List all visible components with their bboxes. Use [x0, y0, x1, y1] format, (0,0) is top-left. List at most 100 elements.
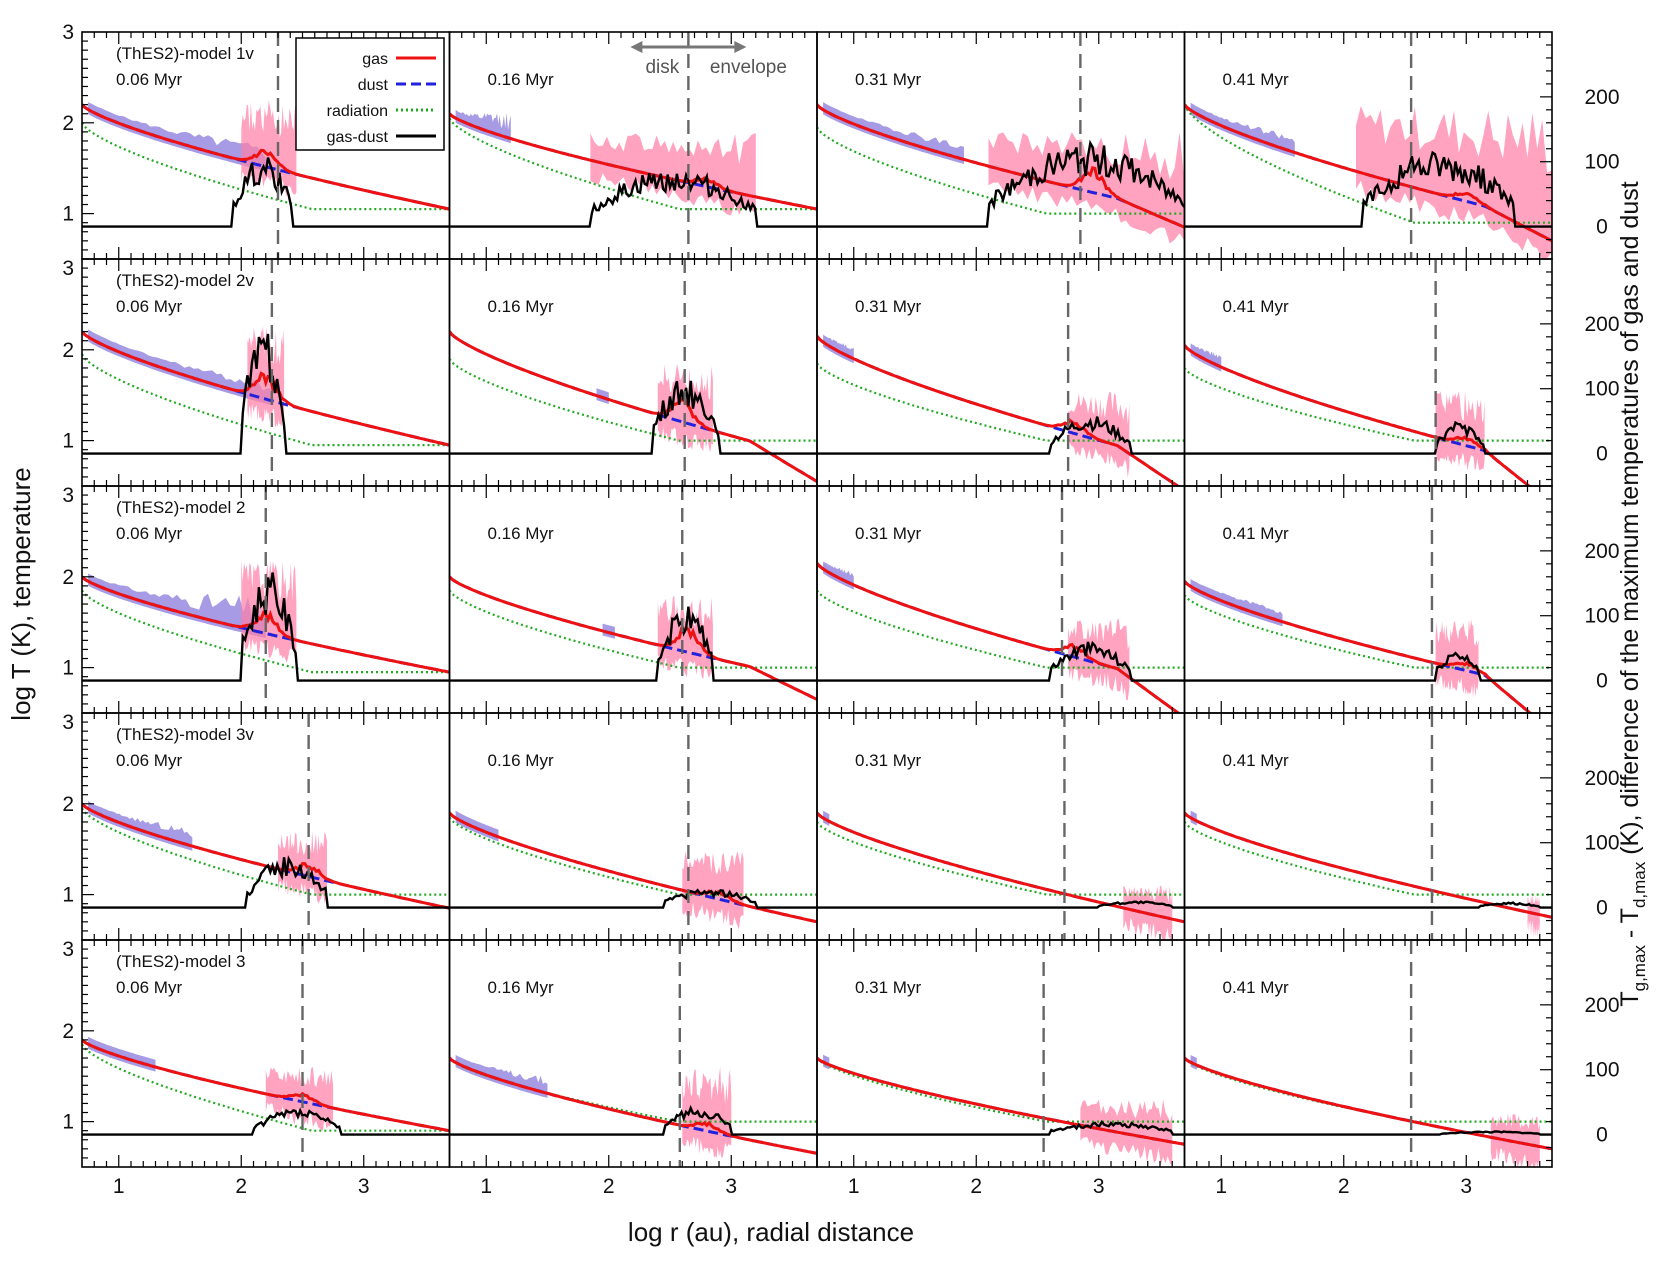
y-right-tick-label: 200	[1584, 994, 1619, 1017]
y-right-tick-label: 200	[1584, 767, 1619, 790]
y-right-tick-label: 0	[1596, 670, 1608, 693]
y-left-tick-label: 2	[62, 112, 74, 135]
time-label: 0.06 Myr	[116, 524, 182, 543]
panel-r1-c4: 0 100 200 0.41 Myr	[1183, 31, 1620, 260]
panel-r1-c2: 0.16 Myr	[448, 31, 818, 260]
dust-temperature-band	[1190, 579, 1283, 627]
panel-plot-area	[817, 486, 1185, 713]
gas-dust-difference-line	[817, 1119, 1185, 1136]
gas-temperature-band	[1435, 619, 1479, 698]
gas-temperature-line	[82, 1038, 450, 1133]
figure-overlay: log r (au), radial distance log T (K), t…	[6, 181, 1649, 1247]
y-right-tick-label: 200	[1584, 313, 1619, 336]
y-right-tick-label: 100	[1584, 1059, 1619, 1082]
y-left-tick-label: 1	[62, 884, 74, 907]
gas-dust-difference-line	[82, 855, 450, 909]
radiation-temperature-line	[817, 1057, 1185, 1123]
y-left-tick-label: 1	[62, 203, 74, 226]
dust-temperature-band	[455, 810, 499, 842]
gas-temperature-line	[82, 103, 450, 211]
gas-temperature-band	[1068, 618, 1130, 701]
panel-r2-c1: 1 2 3 (ThES2)-model 2v 0.06 Myr	[62, 257, 451, 487]
gas-dust-difference-line	[1184, 150, 1552, 228]
gas-temperature-line	[817, 103, 1185, 229]
gas-dust-difference-line	[449, 888, 817, 909]
gas-temperature-band	[682, 1067, 732, 1158]
time-label: 0.31 Myr	[855, 70, 921, 89]
x-tick-label: 2	[1338, 1175, 1350, 1198]
radiation-temperature-line	[817, 126, 1185, 215]
gas-temperature-band	[241, 559, 297, 663]
gas-temperature-line	[1184, 811, 1552, 919]
gas-dust-difference-line	[82, 157, 450, 228]
gas-dust-difference-line	[1184, 1130, 1552, 1136]
gas-dust-difference-line	[817, 900, 1185, 909]
x-axis-label: log r (au), radial distance	[628, 1217, 914, 1247]
panel-r1-c3: 0.31 Myr	[816, 31, 1186, 260]
time-label: 0.06 Myr	[116, 70, 182, 89]
model-label: (ThES2)-model 2v	[116, 271, 254, 290]
y-left-tick-label: 1	[62, 657, 74, 680]
gas-dust-difference-line	[1184, 651, 1552, 682]
gas-temperature-band	[682, 851, 744, 930]
gas-temperature-line	[449, 575, 817, 701]
panel-r5-c3: 1 2 3 0.31 Myr	[816, 939, 1186, 1198]
panel-r4-c1: 1 2 3 (ThES2)-model 3v 0.06 Myr	[62, 711, 451, 941]
gas-temperature-band	[278, 831, 327, 904]
panel-plot-area	[449, 486, 817, 713]
time-label: 0.06 Myr	[116, 978, 182, 997]
panel-r5-c2: 1 2 3 0.16 Myr	[448, 939, 818, 1198]
x-tick-label: 2	[970, 1175, 982, 1198]
y-right-tick-label: 100	[1584, 378, 1619, 401]
gas-temperature-band	[1490, 1113, 1540, 1167]
y-left-tick-label: 3	[62, 257, 74, 280]
radiation-temperature-line	[449, 1057, 817, 1123]
gas-temperature-line	[1184, 103, 1552, 243]
x-tick-label: 3	[1460, 1175, 1472, 1198]
panel-plot-area	[1184, 940, 1552, 1167]
panels-grid: 1 2 3 (ThES2)-model 1v 0.06 Myr 0.16 Myr 0.31 …	[62, 21, 1619, 1198]
legend-label: dust	[358, 77, 389, 94]
time-label: 0.41 Myr	[1223, 70, 1289, 89]
time-label: 0.06 Myr	[116, 751, 182, 770]
panel-plot-area	[82, 32, 450, 259]
gas-temperature-band	[988, 132, 1185, 244]
panel-r3-c1: 1 2 3 (ThES2)-model 2 0.06 Myr	[62, 484, 451, 714]
gas-temperature-band	[1068, 391, 1130, 478]
radiation-temperature-line	[82, 589, 450, 674]
time-label: 0.16 Myr	[488, 297, 554, 316]
legend-label: gas-dust	[327, 129, 389, 146]
gas-temperature-line	[1184, 344, 1532, 486]
y-right-label-part: - T	[1616, 908, 1644, 945]
gas-temperature-band	[657, 595, 713, 679]
y-left-tick-label: 3	[62, 711, 74, 734]
y-right-tick-label: 200	[1584, 86, 1619, 109]
panel-plot-area	[449, 32, 817, 259]
time-label: 0.31 Myr	[855, 524, 921, 543]
model-label: (ThES2)-model 3	[116, 952, 245, 971]
y-right-label-sub: d,max	[1630, 861, 1649, 908]
x-tick-label: 2	[235, 1175, 247, 1198]
x-tick-label: 1	[480, 1175, 492, 1198]
radiation-temperature-line	[1184, 821, 1552, 896]
radiation-temperature-line	[1184, 594, 1552, 669]
time-label: 0.16 Myr	[488, 70, 554, 89]
gas-temperature-band	[1356, 106, 1552, 259]
panel-plot-area	[817, 32, 1185, 259]
panel-r3-c3: 0.31 Myr	[816, 485, 1186, 714]
gas-temperature-band	[1435, 390, 1485, 471]
dust-temperature-line	[82, 1038, 450, 1133]
panel-r3-c2: 0.16 Myr	[448, 485, 818, 714]
time-label: 0.41 Myr	[1223, 524, 1289, 543]
time-label: 0.31 Myr	[855, 751, 921, 770]
gas-temperature-line	[817, 1056, 1185, 1146]
legend: gas dust radiation gas-dust	[295, 37, 445, 151]
panel-frame	[1183, 258, 1553, 487]
model-label: (ThES2)-model 1v	[116, 44, 254, 63]
radiation-temperature-line	[82, 122, 450, 211]
y-right-label-sub: g,max	[1630, 945, 1649, 992]
gas-temperature-band	[241, 100, 297, 197]
panel-frame	[81, 939, 451, 1168]
radiation-temperature-line	[817, 821, 1185, 896]
gas-temperature-line	[817, 335, 1181, 486]
